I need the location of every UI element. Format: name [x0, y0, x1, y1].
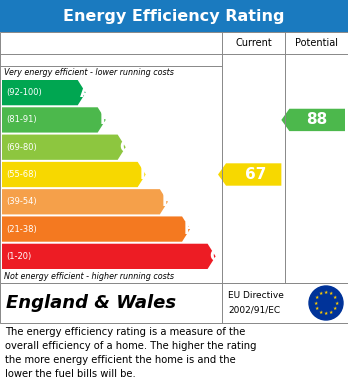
Text: (21-38): (21-38)	[6, 224, 37, 233]
Text: ★: ★	[329, 310, 333, 315]
Text: Not energy efficient - higher running costs: Not energy efficient - higher running co…	[4, 272, 174, 281]
Text: 88: 88	[307, 113, 328, 127]
Text: (39-54): (39-54)	[6, 197, 37, 206]
Text: ★: ★	[324, 311, 328, 316]
Text: Potential: Potential	[295, 38, 338, 48]
Text: E: E	[162, 194, 172, 209]
Bar	[0, 283, 348, 323]
Polygon shape	[2, 135, 126, 160]
Text: G: G	[209, 249, 222, 264]
Text: (92-100): (92-100)	[6, 88, 42, 97]
Text: ★: ★	[318, 291, 323, 296]
Text: 2002/91/EC: 2002/91/EC	[228, 306, 280, 315]
Polygon shape	[2, 80, 86, 105]
Text: Very energy efficient - lower running costs: Very energy efficient - lower running co…	[4, 68, 174, 77]
Text: ★: ★	[334, 301, 339, 305]
Text: ★: ★	[333, 306, 337, 311]
Polygon shape	[2, 107, 106, 133]
Text: (81-91): (81-91)	[6, 115, 37, 124]
Bar	[0, 0, 348, 32]
Text: C: C	[120, 140, 131, 155]
Text: EU Directive: EU Directive	[228, 291, 284, 300]
Text: Current: Current	[235, 38, 272, 48]
Text: The energy efficiency rating is a measure of the
overall efficiency of a home. T: The energy efficiency rating is a measur…	[5, 327, 256, 379]
Polygon shape	[282, 109, 345, 131]
Text: ★: ★	[324, 290, 328, 295]
Text: ★: ★	[315, 295, 319, 300]
Polygon shape	[2, 217, 190, 242]
Polygon shape	[2, 162, 146, 187]
Text: ★: ★	[318, 310, 323, 315]
Text: (55-68): (55-68)	[6, 170, 37, 179]
Text: A: A	[80, 85, 92, 100]
Polygon shape	[2, 189, 168, 214]
Bar	[0, 32, 348, 283]
Text: 67: 67	[245, 167, 266, 182]
Text: Energy Efficiency Rating: Energy Efficiency Rating	[63, 9, 285, 23]
Text: B: B	[100, 113, 111, 127]
Circle shape	[309, 286, 343, 320]
Text: F: F	[184, 222, 195, 237]
Text: ★: ★	[329, 291, 333, 296]
Text: ★: ★	[313, 301, 318, 305]
Text: ★: ★	[333, 295, 337, 300]
Text: (69-80): (69-80)	[6, 143, 37, 152]
Polygon shape	[218, 163, 282, 186]
Text: (1-20): (1-20)	[6, 252, 31, 261]
Text: D: D	[140, 167, 152, 182]
Text: ★: ★	[315, 306, 319, 311]
Polygon shape	[2, 244, 216, 269]
Text: England & Wales: England & Wales	[6, 294, 176, 312]
